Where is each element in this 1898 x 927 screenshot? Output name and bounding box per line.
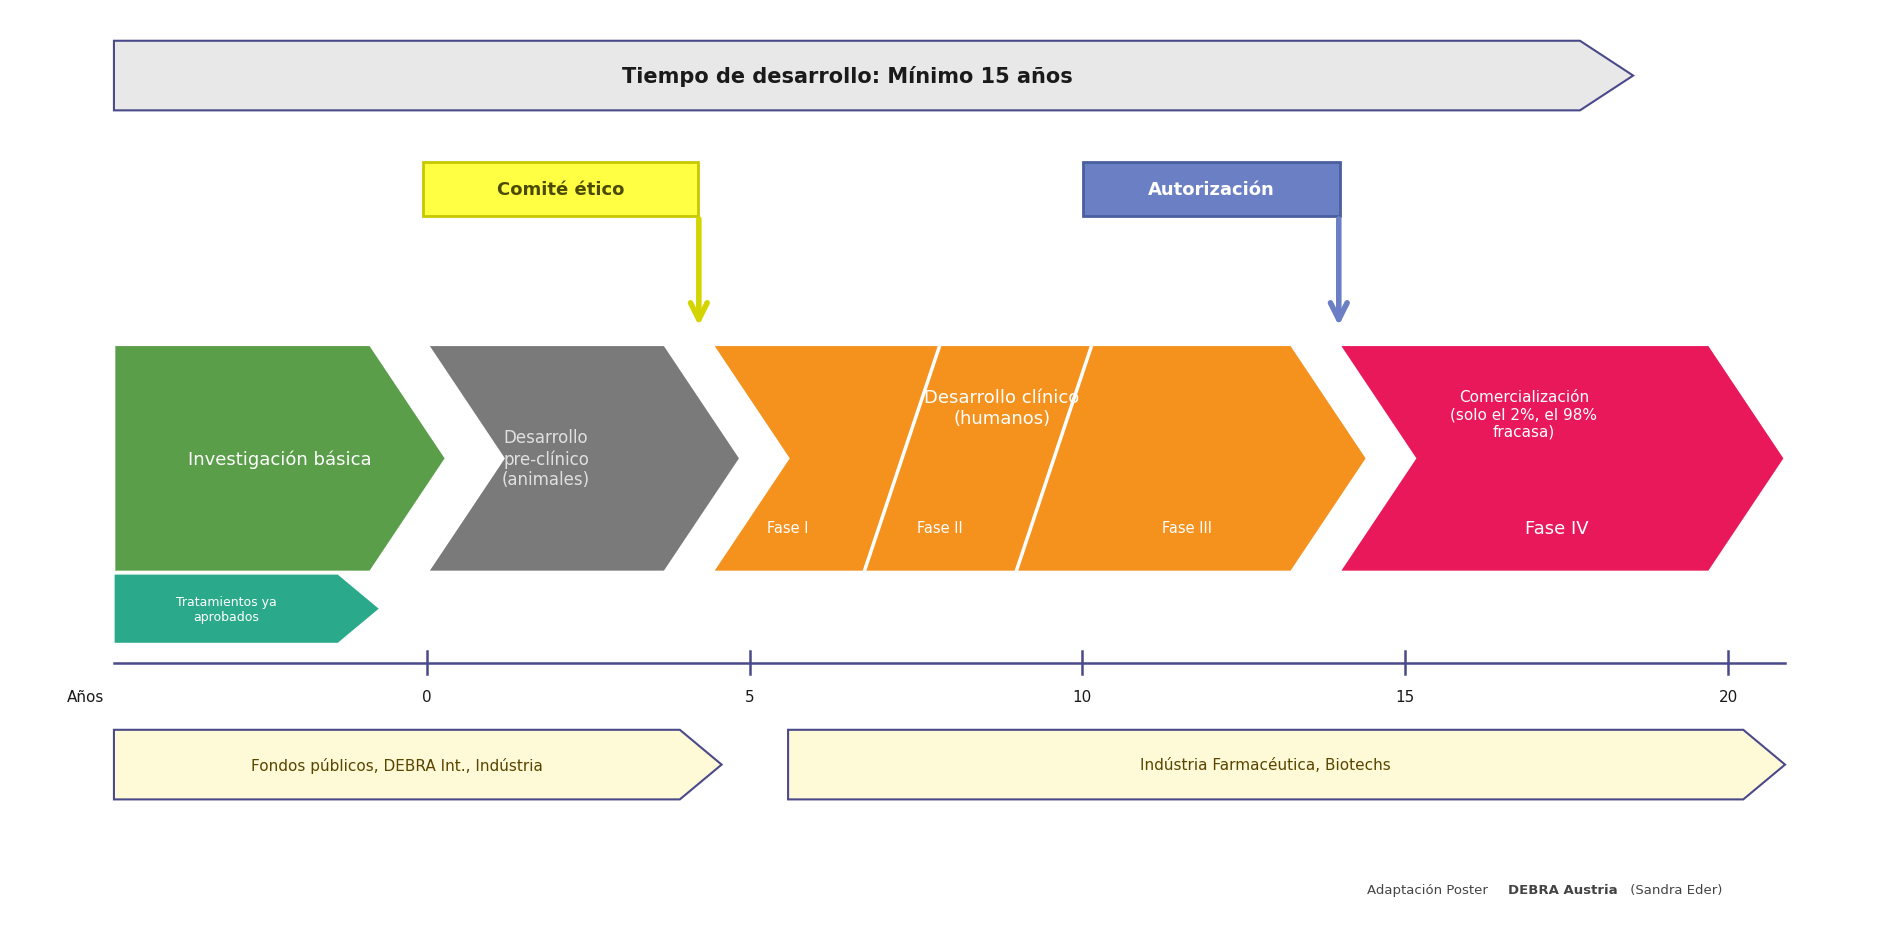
Text: Tiempo de desarrollo: Mínimo 15 años: Tiempo de desarrollo: Mínimo 15 años [621,66,1072,87]
Polygon shape [1338,346,1784,572]
Text: Fondos públicos, DEBRA Int., Indústria: Fondos públicos, DEBRA Int., Indústria [251,756,543,773]
Polygon shape [712,346,1367,572]
Polygon shape [788,730,1784,799]
Polygon shape [114,574,380,643]
Text: Fase II: Fase II [917,521,962,536]
Text: Autorización: Autorización [1148,181,1274,199]
Text: Fase IV: Fase IV [1524,519,1589,538]
Text: Tratamientos ya
aprobados: Tratamientos ya aprobados [175,595,277,623]
Polygon shape [427,346,740,572]
Text: Desarrollo clínico
(humanos): Desarrollo clínico (humanos) [924,388,1078,427]
Polygon shape [114,730,721,799]
Text: Años: Años [66,689,104,704]
Text: Comercialización
(solo el 2%, el 98%
fracasa): Comercialización (solo el 2%, el 98% fra… [1450,389,1596,439]
Text: Investigación básica: Investigación básica [188,450,372,468]
Text: Comité ético: Comité ético [495,181,624,199]
Text: 0: 0 [421,689,433,704]
Text: Fase I: Fase I [767,521,809,536]
Text: Fase III: Fase III [1162,521,1211,536]
FancyBboxPatch shape [421,163,697,217]
Polygon shape [114,42,1632,111]
Text: (Sandra Eder): (Sandra Eder) [1625,883,1721,896]
Text: 10: 10 [1072,689,1091,704]
Text: Indústria Farmacéutica, Biotechs: Indústria Farmacéutica, Biotechs [1139,757,1391,772]
Text: 15: 15 [1395,689,1414,704]
Text: 5: 5 [744,689,755,704]
FancyBboxPatch shape [1082,163,1340,217]
Polygon shape [114,346,446,572]
Text: 20: 20 [1718,689,1737,704]
Text: Desarrollo
pre-clínico
(animales): Desarrollo pre-clínico (animales) [501,429,590,489]
Text: Adaptación Poster: Adaptación Poster [1367,883,1492,896]
Text: DEBRA Austria: DEBRA Austria [1507,883,1617,896]
